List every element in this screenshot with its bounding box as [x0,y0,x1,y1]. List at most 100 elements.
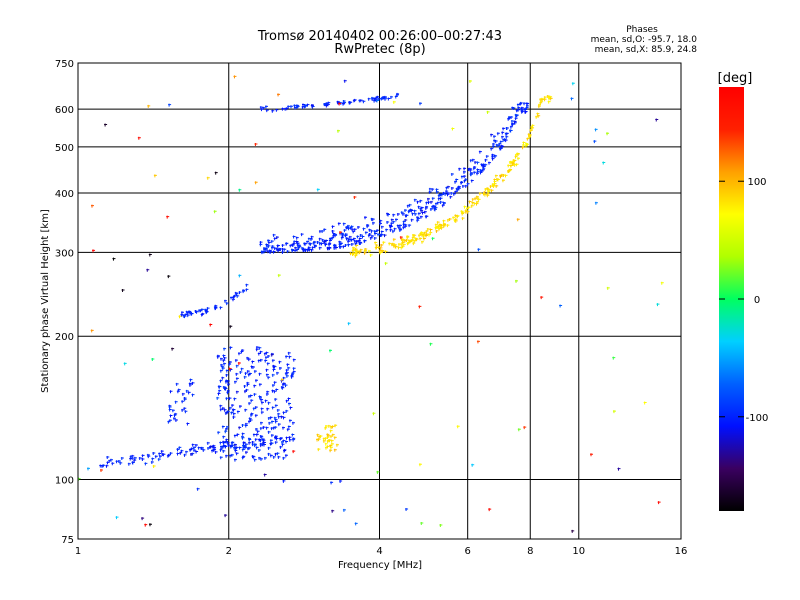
echo-point [119,461,123,465]
echo-point [185,389,189,393]
echo-point [225,373,229,377]
echo-point [271,389,275,393]
echo-point [173,417,177,421]
echo-point [643,401,647,405]
echo-point [509,125,513,129]
echo-point [387,213,391,217]
echo-point [468,79,472,83]
echo-point [189,448,193,452]
echo-point [394,245,398,249]
echo-point [408,203,412,207]
echo-point [520,107,524,111]
echo-point [369,253,373,257]
echo-point [523,102,527,106]
y-tick-label: 600 [55,105,74,116]
echo-point [313,240,317,244]
echo-point [112,257,116,261]
echo-point [182,314,186,318]
echo-point [399,227,403,231]
echo-point [234,449,238,453]
echo-point [274,418,278,422]
echo-point [280,378,284,382]
echo-point [415,238,419,242]
echo-point [254,406,258,410]
echo-point [287,366,291,370]
echo-point [424,207,428,211]
echo-point [380,243,384,247]
echo-point [87,467,91,471]
echo-point [509,164,513,168]
echo-point [446,224,450,228]
echo-point [219,357,223,361]
echo-point [435,190,439,194]
echo-point [454,218,458,222]
echo-point [310,248,314,252]
x-tick-label: 1 [75,546,81,557]
echo-point [516,103,520,107]
echo-point [363,239,367,243]
echo-point [278,367,282,371]
echo-point [219,369,223,373]
echo-point [318,246,322,250]
echo-point [229,346,233,350]
echo-point [105,464,109,468]
echo-point [469,168,473,172]
echo-point [446,218,450,222]
echo-point [464,209,468,213]
echo-point [464,184,468,188]
echo-point [257,352,261,356]
echo-point [222,435,226,439]
echo-point [342,102,346,106]
echo-point [309,238,313,242]
echo-point [219,456,223,460]
plot-frame [77,62,682,540]
echo-point [282,411,286,415]
echo-point [373,237,377,241]
echo-point [148,253,152,257]
echo-point [348,235,352,239]
echo-point [288,436,292,440]
echo-point [376,470,380,474]
echo-point [181,400,185,404]
echo-point [298,245,302,249]
echo-point [346,224,350,228]
echo-point [227,444,231,448]
echo-point [422,234,426,238]
echo-point [401,212,405,216]
echo-point [274,426,278,430]
echo-point [251,360,255,364]
echo-point [660,281,664,285]
echo-point [287,425,291,429]
echo-point [265,351,269,355]
echo-point [525,142,529,146]
echo-point [464,178,468,182]
echo-point [276,452,280,456]
echo-point [501,135,505,139]
echo-point [195,310,199,314]
echo-point [528,135,532,139]
echo-point [333,436,337,440]
echo-point [439,201,443,205]
echo-point [420,522,424,526]
echo-point [249,419,253,423]
y-tick-label: 100 [55,476,74,487]
echo-point [120,456,124,460]
echo-point [318,242,322,246]
echo-point [331,225,335,229]
echo-point [237,352,241,356]
echo-point [330,426,334,430]
echo-point [133,456,137,460]
echo-point [242,441,246,445]
y-tick-label: 75 [61,535,74,546]
echo-point [150,460,154,464]
echo-point [329,449,333,453]
echo-point [264,105,268,109]
echo-point [392,213,396,217]
phase-stats-x: mean, sd,X: 85.9, 24.8 [595,45,698,55]
echo-point [413,239,417,243]
echo-point [153,174,157,178]
echo-point [209,323,213,327]
x-tick-label: 6 [464,546,470,557]
echo-point [265,109,269,113]
echo-point [275,236,279,240]
